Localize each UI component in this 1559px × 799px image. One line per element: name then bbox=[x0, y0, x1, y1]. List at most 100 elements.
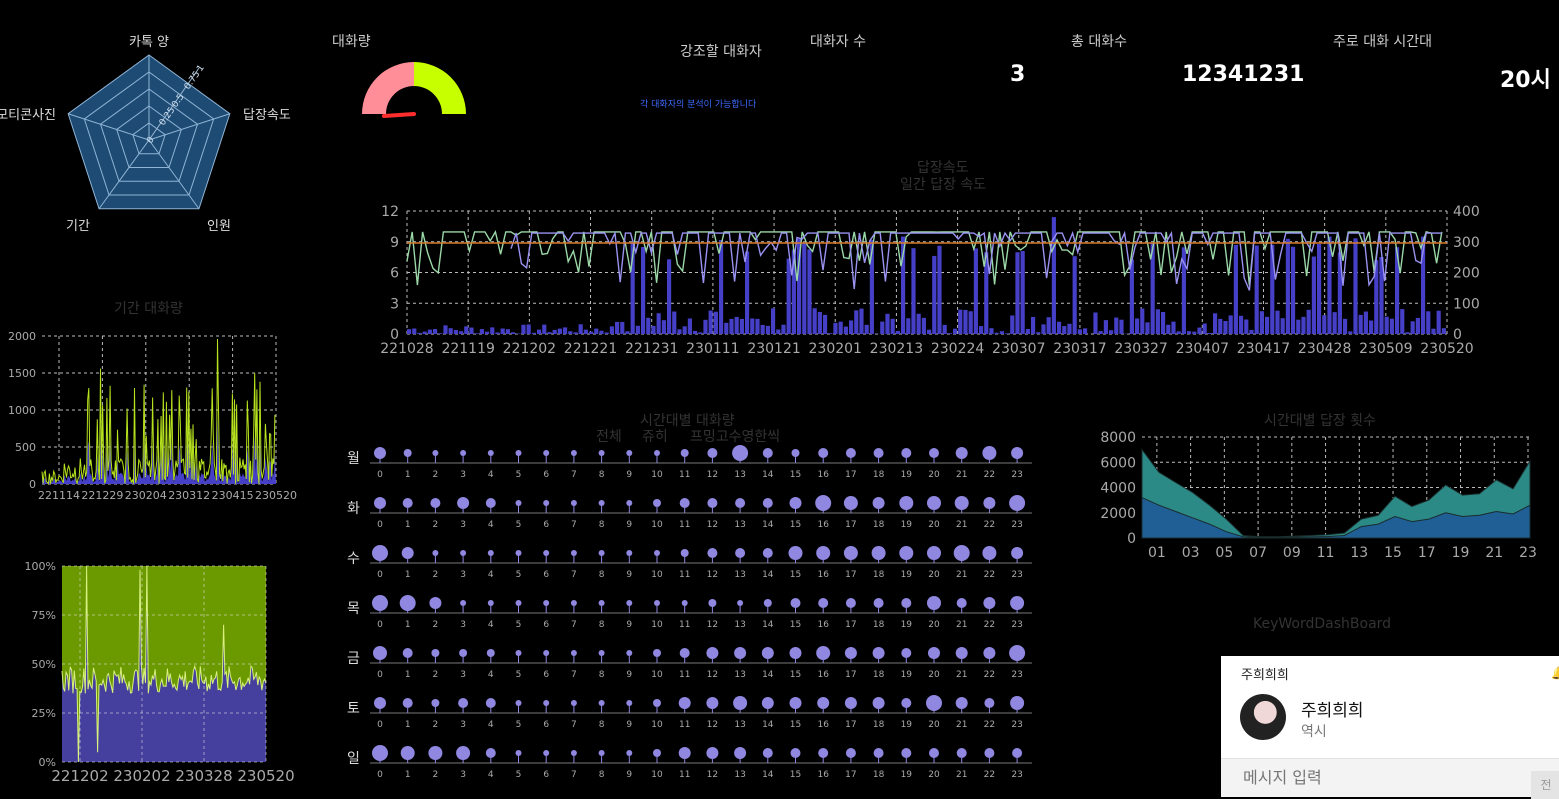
hour-dot bbox=[818, 598, 828, 608]
hour-dot bbox=[681, 449, 689, 457]
x-tick: 230213 bbox=[870, 341, 923, 357]
reply-bar bbox=[688, 318, 692, 334]
reply-bar bbox=[1405, 332, 1409, 334]
day-label: 월 bbox=[347, 451, 360, 467]
reply-bar bbox=[839, 322, 843, 334]
hour-dot bbox=[428, 746, 442, 760]
reply-bar bbox=[1119, 320, 1123, 334]
hour-tick: 6 bbox=[543, 520, 549, 530]
reply-bar bbox=[610, 326, 614, 334]
day-label: 금 bbox=[347, 651, 360, 667]
x-tick: 09 bbox=[1283, 545, 1301, 561]
bell-icon[interactable]: 🔔 bbox=[1551, 666, 1559, 680]
y-tick: 75% bbox=[32, 609, 56, 622]
hour-tick: 8 bbox=[599, 520, 605, 530]
y-tick: 6000 bbox=[1100, 455, 1136, 471]
hour-dot bbox=[956, 447, 968, 459]
hour-tick: 16 bbox=[817, 620, 829, 630]
hour-tick: 21 bbox=[956, 620, 967, 630]
hour-tick: 20 bbox=[928, 520, 940, 530]
hour-dot bbox=[1012, 748, 1022, 758]
hour-dot bbox=[488, 600, 494, 606]
reply-bar bbox=[989, 328, 993, 334]
hour-dot bbox=[626, 450, 632, 456]
reply-bar bbox=[1218, 319, 1222, 334]
hour-dot bbox=[404, 449, 412, 457]
hour-dot bbox=[872, 546, 886, 560]
reply-bar bbox=[1255, 246, 1259, 334]
hour-dot bbox=[929, 448, 939, 458]
hour-dot bbox=[402, 547, 414, 559]
hour-tick: 8 bbox=[599, 470, 605, 480]
reply-bar bbox=[698, 332, 702, 334]
reply-bar bbox=[937, 246, 941, 334]
reply-bar bbox=[1197, 328, 1201, 334]
reply-bar bbox=[1187, 331, 1191, 334]
x-tick: 230224 bbox=[931, 341, 985, 357]
hour-tick: 15 bbox=[790, 620, 801, 630]
hour-tick: 21 bbox=[956, 770, 967, 780]
x-tick: 11 bbox=[1317, 545, 1335, 561]
reply-bar bbox=[1130, 260, 1134, 334]
x-tick: 221202 bbox=[503, 341, 556, 357]
reply-bar bbox=[781, 325, 785, 334]
reply-bar bbox=[740, 319, 744, 334]
hour-tick: 1 bbox=[405, 520, 411, 530]
hour-tick: 16 bbox=[817, 770, 829, 780]
hour-dot bbox=[901, 698, 911, 708]
hour-dot bbox=[374, 697, 386, 709]
reply-bar bbox=[506, 329, 510, 334]
reply-bar bbox=[735, 317, 739, 334]
hour-dot bbox=[816, 646, 830, 660]
y-left-tick: 9 bbox=[390, 235, 399, 251]
chat-message: 역시 bbox=[1301, 721, 1327, 741]
hour-tick: 4 bbox=[488, 670, 494, 680]
hour-tick: 17 bbox=[845, 470, 856, 480]
reply-bar bbox=[490, 327, 494, 334]
hour-tick: 5 bbox=[516, 620, 522, 630]
hour-dot bbox=[815, 495, 831, 511]
hour-tick: 10 bbox=[651, 620, 663, 630]
reply-bar bbox=[475, 333, 479, 334]
hour-dot bbox=[791, 598, 801, 608]
y-left-tick: 6 bbox=[390, 266, 399, 282]
hour-dot bbox=[543, 700, 549, 706]
hour-tick: 13 bbox=[734, 770, 745, 780]
reply-bar bbox=[922, 318, 926, 334]
send-button[interactable]: 전 bbox=[1531, 771, 1559, 799]
hour-dot bbox=[707, 548, 717, 558]
reply-bar bbox=[1270, 245, 1274, 334]
hour-tick: 5 bbox=[516, 720, 522, 730]
reply-bar bbox=[1223, 321, 1227, 334]
hour-tick: 15 bbox=[790, 470, 801, 480]
reply-bar bbox=[527, 324, 531, 334]
hour-dot bbox=[432, 450, 438, 456]
reply-bar bbox=[1281, 318, 1285, 334]
x-tick: 230415 bbox=[212, 489, 254, 502]
hour-tick: 21 bbox=[956, 570, 967, 580]
hour-dot bbox=[571, 550, 577, 556]
y-tick: 0 bbox=[29, 478, 36, 491]
reply-bar bbox=[594, 329, 598, 334]
hour-dot bbox=[954, 545, 970, 561]
hour-tick: 3 bbox=[460, 570, 466, 580]
hour-dot bbox=[1010, 696, 1024, 710]
reply-bar bbox=[1010, 316, 1014, 334]
highlight-note[interactable]: 각 대화자의 분석이 가능합니다 bbox=[640, 97, 756, 110]
hour-tick: 9 bbox=[626, 520, 632, 530]
reply-bar bbox=[880, 322, 884, 334]
reply-bar bbox=[1109, 330, 1113, 334]
x-tick: 221231 bbox=[625, 341, 678, 357]
reply-bar bbox=[542, 325, 546, 334]
keyword-title: KeyWordDashBoard bbox=[1253, 616, 1391, 632]
reply-bar bbox=[1239, 316, 1243, 334]
hour-dot bbox=[763, 498, 773, 508]
x-tick: 13 bbox=[1350, 545, 1368, 561]
hour-tick: 14 bbox=[762, 570, 774, 580]
hour-dot bbox=[955, 496, 969, 510]
message-input[interactable] bbox=[1241, 767, 1525, 788]
hour-dot bbox=[873, 497, 885, 509]
reply-bar bbox=[1229, 315, 1233, 334]
